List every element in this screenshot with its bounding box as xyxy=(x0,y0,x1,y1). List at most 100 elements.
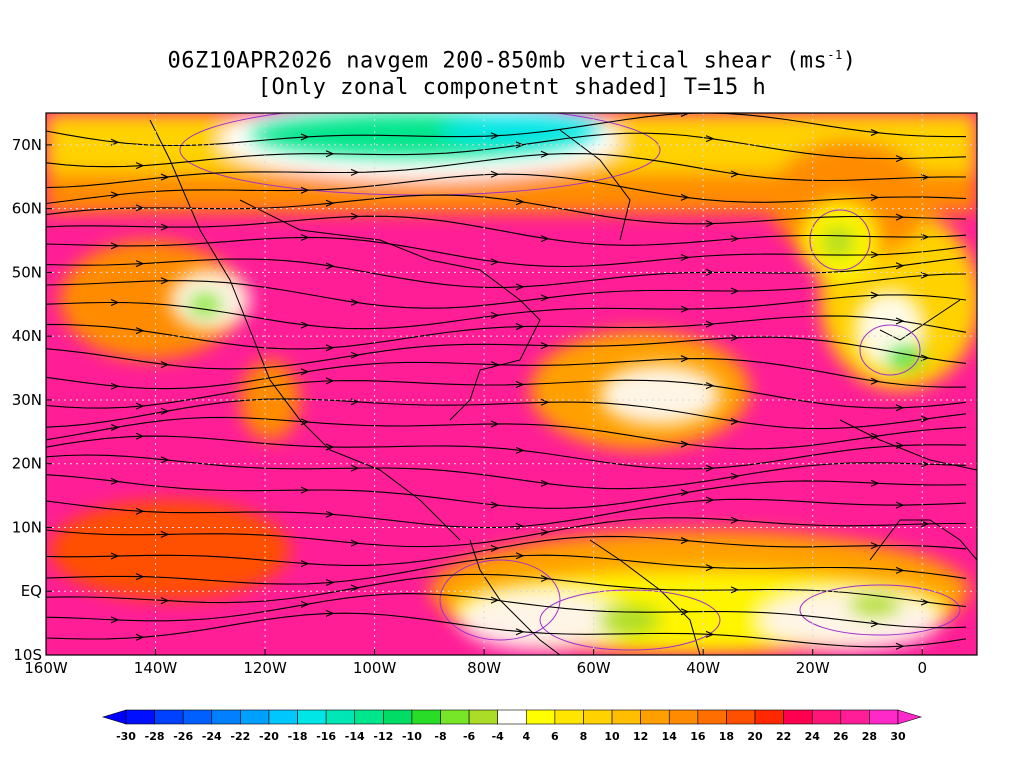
colorbar-label: -14 xyxy=(345,730,365,743)
streamline-arrow xyxy=(135,633,145,641)
streamline-arrow xyxy=(540,235,550,243)
colorbar-label: -6 xyxy=(463,730,476,743)
streamline-arrow xyxy=(135,327,145,335)
colorbar-swatch xyxy=(182,709,213,725)
streamline-arrow xyxy=(895,501,905,509)
streamline-arrow xyxy=(300,321,310,329)
colorbar-label: 16 xyxy=(690,730,706,743)
lon-label: 40W xyxy=(686,659,720,677)
streamline xyxy=(46,153,967,189)
streamline-arrow xyxy=(705,630,715,638)
streamline-arrow xyxy=(110,382,120,390)
streamline xyxy=(46,113,966,147)
lat-label: 70N xyxy=(12,136,42,154)
streamline-arrow xyxy=(110,138,120,146)
streamline-arrow xyxy=(895,404,905,412)
streamline-arrow xyxy=(680,193,690,201)
streamline xyxy=(46,315,967,350)
streamline-arrow xyxy=(705,496,715,504)
streamline-arrow xyxy=(870,193,880,201)
streamline-arrow xyxy=(870,432,880,440)
lat-label: 40N xyxy=(12,327,42,345)
streamline-arrow xyxy=(350,539,360,547)
colorbar-swatch xyxy=(754,709,784,725)
colorbar-swatch xyxy=(268,709,298,725)
streamline-arrow xyxy=(895,213,905,221)
colorbar-swatch xyxy=(154,709,184,725)
colorbar-label: -18 xyxy=(288,730,308,743)
colorbar-swatch xyxy=(125,709,155,725)
streamline xyxy=(46,398,967,430)
streamline xyxy=(46,612,967,648)
streamline-arrow xyxy=(300,600,310,608)
streamline-arrow xyxy=(135,162,145,170)
streamline-arrow xyxy=(515,552,525,560)
colorbar-label: 30 xyxy=(890,730,906,743)
colorbar-label: 18 xyxy=(719,730,734,743)
streamline-arrow xyxy=(300,186,310,194)
lat-label: 50N xyxy=(12,263,42,281)
streamline xyxy=(46,215,967,246)
streamline-arrow xyxy=(705,320,715,328)
streamline-arrow xyxy=(110,423,120,431)
streamline-arrow xyxy=(540,150,550,158)
streamline-arrow xyxy=(160,456,170,464)
streamline-arrow xyxy=(135,402,145,410)
streamline-arrow xyxy=(490,311,500,319)
colorbar: -30 -28 -26 -24 -22 -20 -18 -16 -14 -12 -10 -8 -6 -4 4… xyxy=(101,709,923,743)
streamline xyxy=(46,336,967,370)
streamline xyxy=(46,454,967,490)
streamline-arrow xyxy=(490,420,500,428)
colorbar-swatch xyxy=(554,709,584,725)
streamline-arrow xyxy=(540,294,550,302)
streamline-arrow xyxy=(135,204,145,212)
streamline-arrow xyxy=(515,522,525,530)
colorbar-swatch xyxy=(440,709,470,725)
colorbar-swatch xyxy=(468,709,499,725)
colorbar-swatch xyxy=(697,709,727,725)
streamline-arrow xyxy=(730,516,740,524)
colorbar-label: 6 xyxy=(551,730,559,743)
streamline-arrow xyxy=(325,262,335,270)
streamline xyxy=(46,593,967,629)
colorbar-label: -16 xyxy=(316,730,336,743)
streamline-arrow xyxy=(350,464,360,472)
streamline-arrow xyxy=(325,443,335,451)
streamline-arrow xyxy=(515,323,525,331)
colorbar-label: -28 xyxy=(145,730,165,743)
colorbar-label: -20 xyxy=(259,730,279,743)
colorbar-swatch xyxy=(525,709,556,725)
streamline-arrow xyxy=(300,418,310,426)
streamline-arrow xyxy=(135,573,145,581)
streamline-arrow xyxy=(135,260,145,268)
streamline-arrow xyxy=(160,361,170,369)
colorbar-label: 20 xyxy=(747,730,763,743)
colorbar-arrow-high xyxy=(897,709,923,725)
lat-label: 20N xyxy=(12,455,42,473)
colorbar-label: 14 xyxy=(662,730,678,743)
streamline-arrow xyxy=(680,608,690,616)
streamline-arrow xyxy=(730,334,740,342)
colorbar-label: 28 xyxy=(862,730,877,743)
streamline-arrow xyxy=(895,566,905,574)
colorbar-swatch xyxy=(611,709,641,725)
streamline-arrow xyxy=(300,486,310,494)
streamline-arrow xyxy=(160,407,170,415)
lat-lon-grid xyxy=(46,113,977,655)
lon-label: 140W xyxy=(134,659,178,677)
colorbar-label: 10 xyxy=(604,730,620,743)
streamline-arrow xyxy=(540,575,550,583)
lon-label: 100W xyxy=(353,659,397,677)
colorbar-swatch xyxy=(583,709,613,725)
streamline-arrow xyxy=(110,191,120,199)
streamline-arrow xyxy=(350,351,360,359)
lon-label: 80W xyxy=(467,659,501,677)
streamline-arrow xyxy=(490,361,500,369)
streamline-arrow xyxy=(110,242,120,250)
streamline-arrow xyxy=(160,223,170,231)
streamline-arrow xyxy=(870,251,880,259)
lat-label: 10S xyxy=(13,646,42,664)
streamline xyxy=(46,358,967,390)
streamline-arrow xyxy=(870,542,880,550)
streamline-arrow xyxy=(350,168,360,176)
